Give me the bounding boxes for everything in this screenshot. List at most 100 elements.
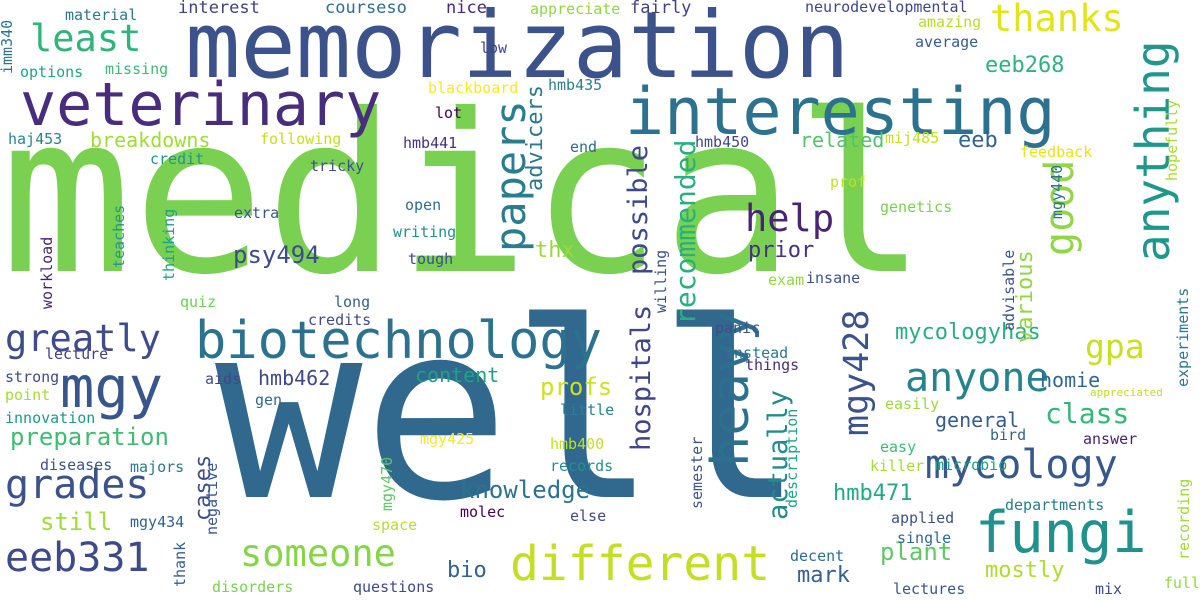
word-long: long [334, 293, 371, 311]
word-tough: tough [408, 250, 454, 268]
word-medical: medical [0, 67, 928, 323]
word-eeb331: eeb331 [5, 535, 150, 581]
word-description: description [783, 408, 801, 508]
word-easy: easy [880, 438, 917, 456]
word-memorization: memorization [185, 0, 850, 99]
word-still: still [40, 508, 113, 536]
word-point: point [5, 386, 51, 404]
word-strong: strong [5, 368, 60, 386]
word-missing: missing [105, 60, 169, 78]
word-haj453: haj453 [8, 130, 63, 148]
word-tricky: tricky [310, 157, 365, 175]
word-workload: workload [38, 236, 56, 309]
word-full: full [1163, 574, 1200, 592]
word-things: things [745, 356, 800, 374]
word-advicers: advicers [523, 85, 548, 191]
word-hmb441: hmb441 [403, 134, 458, 152]
word-feedback: feedback [1020, 143, 1093, 161]
word-prof: prof [830, 173, 867, 191]
word-psy494: psy494 [233, 241, 320, 269]
word-insane: insane [806, 269, 861, 287]
word-teaches: teaches [110, 204, 128, 268]
word-credits: credits [308, 311, 372, 329]
word-following: following [260, 130, 342, 148]
word-greatly: greatly [5, 317, 161, 360]
word-amazing: amazing [918, 13, 982, 31]
word-end: end [570, 138, 598, 156]
word-applied: applied [891, 509, 955, 527]
word-experiments: experiments [1174, 287, 1192, 387]
word-fungi: fungi [975, 500, 1147, 566]
word-preparation: preparation [10, 423, 169, 451]
word-thx: thx [535, 238, 575, 263]
word-related: related [800, 128, 885, 152]
word-quiz: quiz [180, 293, 217, 311]
word-decent: decent [790, 547, 845, 565]
word-interesting: interesting [625, 75, 1056, 150]
word-average: average [915, 33, 979, 51]
word-thinking: thinking [160, 208, 178, 281]
word-panic: panic [715, 319, 761, 337]
word-else: else [570, 507, 607, 525]
word-hmb400: hmb400 [550, 435, 605, 453]
word-blackboard: blackboard [428, 79, 519, 97]
word-well: well [215, 270, 806, 555]
word-mostly: mostly [985, 558, 1065, 583]
word-recording: recording [1175, 478, 1193, 560]
word-grades: grades [5, 462, 150, 508]
word-space: space [372, 516, 418, 534]
word-profs: profs [540, 373, 613, 401]
word-lot: lot [435, 104, 463, 122]
word-bio: bio [447, 558, 487, 583]
word-bird: bird [990, 426, 1027, 444]
word-genetics: genetics [880, 198, 953, 216]
word-aids: aids [205, 370, 242, 388]
word-anyone: anyone [905, 355, 1050, 401]
word-departments: departments [1005, 496, 1105, 514]
word-mycologyhas: mycologyhas [895, 320, 1041, 345]
word-appreciate: appreciate [530, 0, 621, 18]
word-hospitals: hospitals [626, 304, 657, 451]
word-hmb450: hmb450 [695, 133, 750, 151]
word-hmb462: hmb462 [258, 366, 331, 390]
word-general: general [935, 408, 1020, 432]
word-mij485: mij485 [885, 129, 940, 147]
word-recommended: recommended [669, 139, 702, 325]
word-answer: answer [1083, 430, 1138, 448]
word-hmb435: hmb435 [548, 76, 603, 94]
word-someone: someone [240, 532, 396, 575]
word-options: options [20, 63, 84, 81]
word-different: different [510, 536, 771, 592]
word-microbio: microbio [935, 456, 1008, 474]
word-nice: nice [446, 0, 487, 18]
word-mark: mark [797, 563, 850, 588]
word-questions: questions [353, 578, 435, 596]
word-homie: homie [1040, 368, 1101, 392]
word-killer: killer [870, 457, 925, 475]
word-thank: thank [171, 541, 189, 587]
word-single: single [897, 529, 952, 547]
word-lecture: lecture [45, 345, 109, 363]
word-disorders: disorders [212, 578, 294, 596]
word-various: various [1013, 250, 1038, 343]
word-willing: willing [652, 249, 670, 313]
word-eeb268: eeb268 [985, 53, 1065, 78]
word-breakdowns: breakdowns [90, 128, 211, 152]
word-eeb: eeb [958, 128, 998, 153]
word-credit: credit [150, 150, 205, 168]
word-hmb471: hmb471 [833, 481, 913, 506]
word-mgy470: mgy470 [378, 456, 396, 511]
word-mgy434: mgy434 [130, 513, 185, 531]
word-writing: writing [393, 223, 457, 241]
word-extra: extra [234, 204, 280, 222]
word-records: records [550, 457, 614, 475]
word-interest: interest [178, 0, 260, 18]
word-biotechnology: biotechnology [195, 311, 602, 371]
word-help: help [745, 197, 835, 240]
word-class: class [1045, 397, 1130, 430]
word-majors: majors [130, 458, 185, 476]
word-fairly: fairly [630, 0, 692, 18]
word-prior: prior [748, 238, 815, 263]
word-mix: mix [1095, 580, 1123, 598]
word-neurodevelopmental: neurodevelopmental [805, 0, 968, 16]
